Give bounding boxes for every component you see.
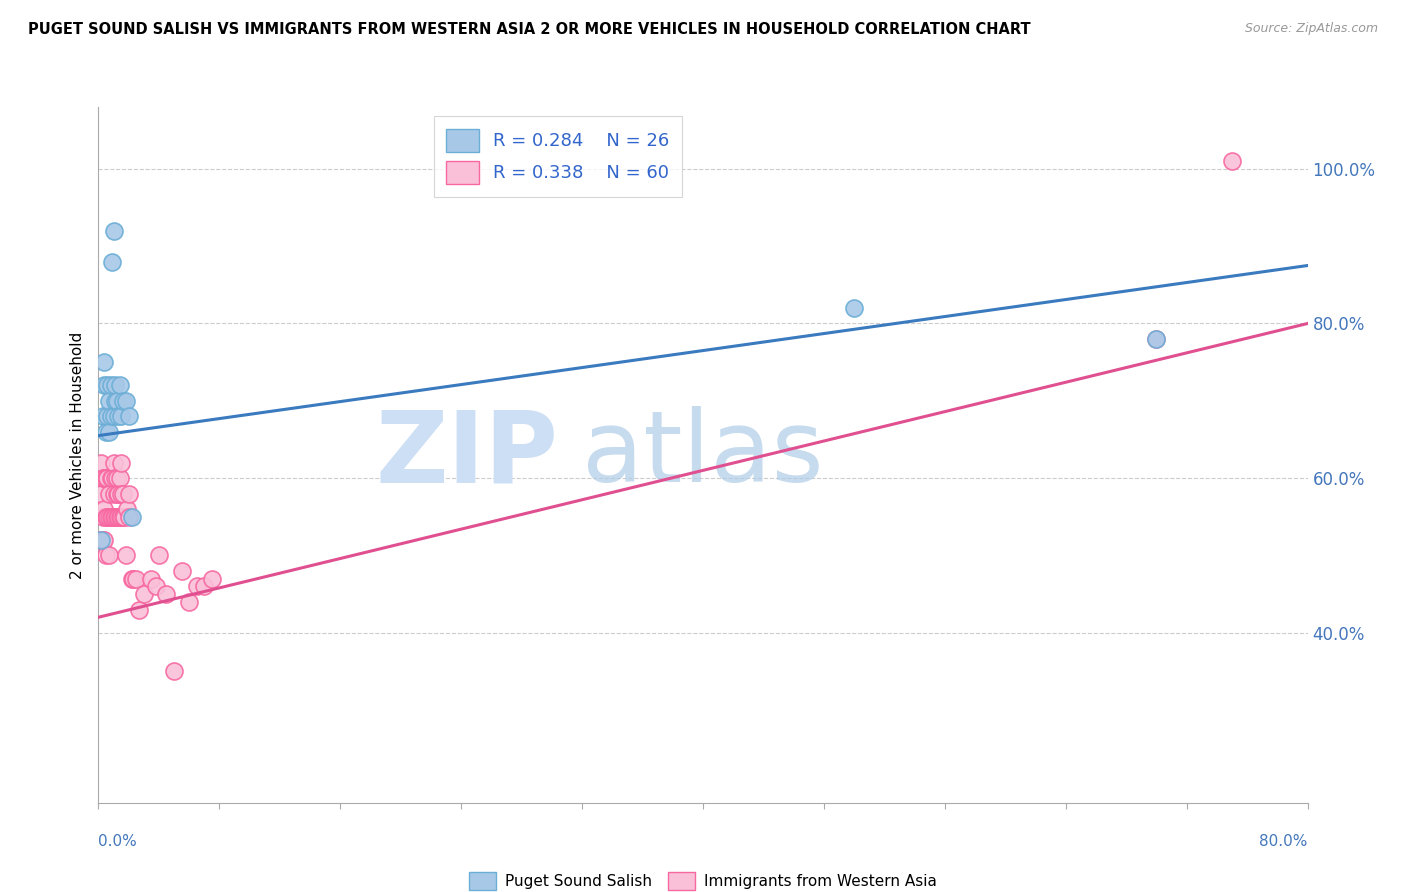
Point xyxy=(132,587,155,601)
Text: ZIP: ZIP xyxy=(375,407,558,503)
Text: atlas: atlas xyxy=(582,407,824,503)
Point xyxy=(104,378,127,392)
Point xyxy=(105,393,128,408)
Point xyxy=(1144,332,1167,346)
Point xyxy=(90,486,112,500)
Text: 80.0%: 80.0% xyxy=(1260,834,1308,849)
Point xyxy=(105,509,128,524)
Point xyxy=(93,355,115,369)
Point xyxy=(96,509,118,524)
Point xyxy=(107,509,129,524)
Point xyxy=(93,533,115,547)
Point xyxy=(98,486,121,500)
Point xyxy=(101,509,124,524)
Point xyxy=(108,378,131,392)
Point xyxy=(148,549,170,563)
Point xyxy=(115,502,138,516)
Point xyxy=(118,509,141,524)
Point xyxy=(118,486,141,500)
Point xyxy=(163,665,186,679)
Point xyxy=(90,456,112,470)
Point xyxy=(100,509,122,524)
Point xyxy=(179,595,201,609)
Point xyxy=(94,425,117,439)
Point xyxy=(96,409,118,424)
Legend: Puget Sound Salish, Immigrants from Western Asia: Puget Sound Salish, Immigrants from West… xyxy=(463,866,943,892)
Point xyxy=(170,564,193,578)
Point xyxy=(108,471,131,485)
Text: 0.0%: 0.0% xyxy=(98,834,138,849)
Point xyxy=(98,425,121,439)
Point xyxy=(94,549,117,563)
Point xyxy=(103,486,125,500)
Point xyxy=(128,602,150,616)
Point xyxy=(101,254,124,268)
Point xyxy=(121,572,143,586)
Point xyxy=(1144,332,1167,346)
Text: Source: ZipAtlas.com: Source: ZipAtlas.com xyxy=(1244,22,1378,36)
Point xyxy=(112,509,135,524)
Point xyxy=(125,572,148,586)
Point xyxy=(91,509,114,524)
Point xyxy=(98,393,121,408)
Text: PUGET SOUND SALISH VS IMMIGRANTS FROM WESTERN ASIA 2 OR MORE VEHICLES IN HOUSEHO: PUGET SOUND SALISH VS IMMIGRANTS FROM WE… xyxy=(28,22,1031,37)
Point xyxy=(110,409,132,424)
Point xyxy=(193,579,215,593)
Point xyxy=(122,572,145,586)
Point xyxy=(96,378,118,392)
Point xyxy=(186,579,208,593)
Point xyxy=(844,301,866,315)
Point xyxy=(110,456,132,470)
Point xyxy=(1220,154,1243,169)
Point xyxy=(96,471,118,485)
Point xyxy=(94,509,117,524)
Point xyxy=(103,509,125,524)
Point xyxy=(93,502,115,516)
Point xyxy=(145,579,167,593)
Point xyxy=(101,471,124,485)
Point xyxy=(91,409,114,424)
Point xyxy=(111,509,134,524)
Point xyxy=(100,471,122,485)
Point xyxy=(110,486,132,500)
Point xyxy=(91,533,114,547)
Point xyxy=(111,393,134,408)
Point xyxy=(100,378,122,392)
Point xyxy=(105,471,128,485)
Point xyxy=(93,378,115,392)
Point xyxy=(201,572,224,586)
Point xyxy=(94,471,117,485)
Point xyxy=(111,486,134,500)
Point xyxy=(105,486,128,500)
Point xyxy=(90,533,112,547)
Point xyxy=(98,509,121,524)
Y-axis label: 2 or more Vehicles in Household: 2 or more Vehicles in Household xyxy=(70,331,86,579)
Point xyxy=(91,471,114,485)
Point xyxy=(107,486,129,500)
Point xyxy=(103,409,125,424)
Point xyxy=(93,471,115,485)
Point xyxy=(104,509,127,524)
Point xyxy=(103,456,125,470)
Point xyxy=(100,409,122,424)
Point xyxy=(107,409,129,424)
Point xyxy=(155,587,177,601)
Point xyxy=(118,409,141,424)
Point xyxy=(110,509,132,524)
Point xyxy=(104,393,127,408)
Point xyxy=(141,572,163,586)
Point xyxy=(104,471,127,485)
Point xyxy=(98,549,121,563)
Point xyxy=(114,549,136,563)
Point xyxy=(103,224,125,238)
Point xyxy=(108,509,131,524)
Point xyxy=(121,509,143,524)
Point xyxy=(89,533,111,547)
Point xyxy=(114,393,136,408)
